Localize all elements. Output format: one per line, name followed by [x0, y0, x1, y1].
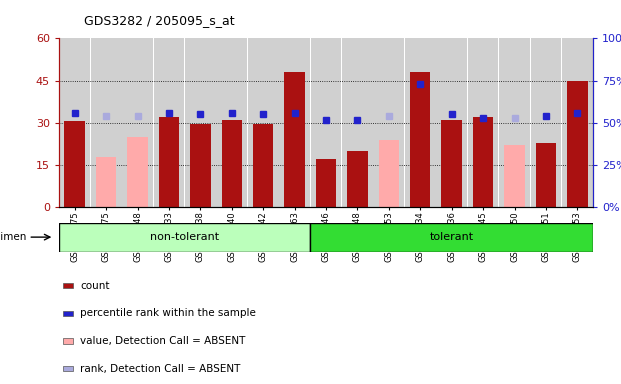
Text: percentile rank within the sample: percentile rank within the sample — [80, 308, 256, 318]
Bar — [60, 38, 90, 207]
Bar — [530, 38, 561, 207]
Bar — [499, 38, 530, 207]
Bar — [536, 142, 556, 207]
Bar — [284, 72, 305, 207]
Bar — [122, 38, 153, 207]
Bar — [216, 38, 247, 207]
Bar — [63, 283, 73, 288]
Bar — [405, 38, 436, 207]
Bar — [310, 38, 342, 207]
Bar — [91, 38, 122, 207]
Bar — [379, 140, 399, 207]
Bar — [185, 38, 215, 207]
Bar — [253, 124, 273, 207]
Text: rank, Detection Call = ABSENT: rank, Detection Call = ABSENT — [80, 364, 241, 374]
Bar — [65, 121, 85, 207]
Bar — [347, 151, 368, 207]
Bar — [442, 120, 462, 207]
Text: tolerant: tolerant — [430, 232, 474, 242]
Bar — [279, 38, 310, 207]
Bar — [567, 81, 587, 207]
Bar — [473, 117, 493, 207]
Text: count: count — [80, 281, 110, 291]
Bar — [59, 223, 310, 252]
Bar — [153, 38, 184, 207]
Bar — [562, 38, 592, 207]
Text: GDS3282 / 205095_s_at: GDS3282 / 205095_s_at — [84, 14, 235, 27]
Bar — [373, 38, 404, 207]
Text: non-tolerant: non-tolerant — [150, 232, 219, 242]
Bar — [316, 159, 336, 207]
Bar — [248, 38, 279, 207]
Bar — [468, 38, 499, 207]
Bar — [310, 223, 593, 252]
Bar — [63, 311, 73, 316]
Bar — [504, 146, 525, 207]
Text: specimen: specimen — [0, 232, 27, 242]
Bar — [342, 38, 373, 207]
Bar — [127, 137, 148, 207]
Bar — [410, 72, 430, 207]
Bar — [63, 366, 73, 371]
Bar — [96, 157, 116, 207]
Bar — [190, 124, 211, 207]
Text: value, Detection Call = ABSENT: value, Detection Call = ABSENT — [80, 336, 246, 346]
Bar — [63, 338, 73, 344]
Bar — [159, 117, 179, 207]
Bar — [437, 38, 467, 207]
Bar — [222, 120, 242, 207]
